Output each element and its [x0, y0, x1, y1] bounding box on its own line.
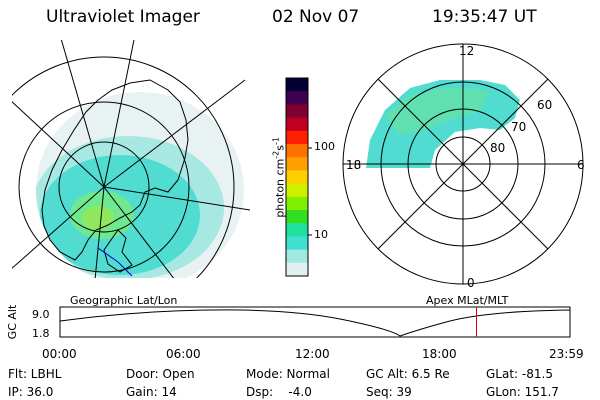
colorbar-band	[286, 196, 308, 211]
mlt-label-left: 18	[346, 158, 362, 172]
alt-xtick-2: 12:00	[295, 347, 330, 361]
seq-label: Seq: 39	[366, 385, 412, 399]
alt-ylabel: GC Alt	[6, 304, 19, 340]
glat-label: GLat: -81.5	[486, 367, 553, 381]
geographic-image	[12, 40, 250, 278]
continent-outline	[41, 79, 189, 261]
colorbar-band	[286, 91, 308, 105]
glon-label: GLon: 151.7	[486, 385, 559, 399]
alt-xtick-0: 00:00	[42, 347, 77, 361]
alt-xtick-3: 18:00	[422, 347, 457, 361]
mlat-label-70: 70	[511, 120, 527, 134]
colorbar	[285, 77, 312, 277]
alt-xtick-1: 06:00	[166, 347, 201, 361]
colorbar-band	[286, 104, 308, 119]
gc-alt-label: GC Alt: 6.5 Re	[366, 367, 450, 381]
colorbar-tick-10: 10	[314, 228, 328, 241]
date-label: 02 Nov 07	[272, 7, 360, 27]
colorbar-band	[286, 157, 308, 171]
time-label: 19:35:47 UT	[432, 7, 537, 27]
colorbar-tick-100: 100	[314, 140, 335, 153]
colorbar-band	[286, 223, 308, 237]
mlt-label-right: 6	[577, 158, 585, 172]
right-panel-label: Apex MLat/MLT	[426, 294, 509, 307]
colorbar-band	[286, 210, 308, 224]
colorbar-band	[286, 78, 308, 92]
colorbar-band	[286, 249, 308, 264]
alt-ymax: 9.0	[32, 308, 50, 321]
mlt-label-top: 12	[459, 44, 475, 58]
colorbar-band	[286, 130, 308, 145]
ip-label: IP: 36.0	[8, 385, 54, 399]
gain-label: Gain: 14	[126, 385, 177, 399]
colorbar-unit: photon cm-2s-1	[271, 137, 287, 218]
mode-label: Mode: Normal	[246, 367, 330, 381]
instrument-title: Ultraviolet Imager	[46, 7, 200, 27]
mlat-label-60: 60	[537, 98, 553, 112]
door-label: Door: Open	[126, 367, 195, 381]
altitude-plot	[59, 306, 571, 338]
mlat-label-80: 80	[490, 141, 506, 155]
colorbar-band	[286, 170, 308, 185]
altitude-curve	[59, 309, 571, 337]
dsp-label: Dsp: -4.0	[246, 385, 312, 399]
flt-label: Flt: LBHL	[8, 367, 62, 381]
left-panel-label: Geographic Lat/Lon	[70, 294, 178, 307]
colorbar-band	[286, 262, 308, 277]
colorbar-band	[286, 183, 308, 198]
colorbar-band	[286, 117, 308, 132]
magnetic-polar-plot	[342, 43, 584, 285]
mlt-label-bottom: 0	[467, 276, 475, 290]
colorbar-band	[286, 236, 308, 251]
alt-xtick-4: 23:59	[549, 347, 584, 361]
colorbar-band	[286, 144, 308, 158]
alt-ymin: 1.8	[32, 327, 50, 340]
